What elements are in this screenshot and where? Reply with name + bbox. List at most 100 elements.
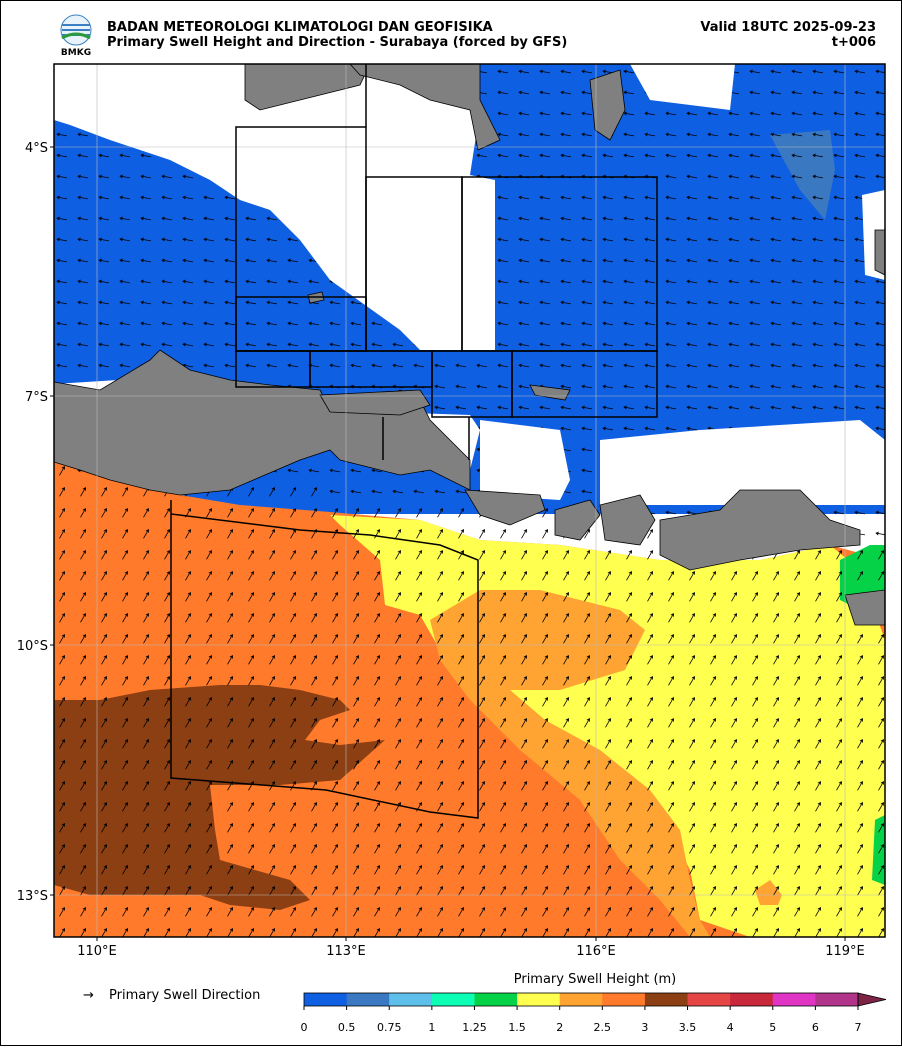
swell-arrow (329, 468, 340, 473)
swell-arrow (563, 759, 569, 770)
swell-arrow (668, 696, 674, 707)
swell-arrow (689, 801, 695, 812)
swell-arrow (269, 486, 275, 497)
swell-arrow (686, 300, 697, 305)
swell-arrow (749, 69, 760, 74)
swell-arrow (563, 612, 569, 623)
swell-arrow (833, 132, 844, 137)
swell-arrow (878, 654, 884, 665)
swell-arrow (185, 654, 191, 665)
swell-arrow (731, 780, 737, 791)
swell-arrow (791, 69, 802, 74)
swell-arrow (101, 906, 107, 917)
swell-arrow (395, 801, 401, 812)
swell-arrow (749, 279, 760, 284)
swell-arrow (101, 591, 107, 602)
swell-arrow (581, 405, 592, 410)
swell-arrow (140, 237, 151, 242)
colorbar-segment (304, 993, 348, 1006)
swell-arrow (644, 321, 655, 326)
swell-arrow (119, 174, 130, 179)
swell-arrow (206, 885, 212, 896)
swell-arrow (584, 864, 590, 875)
colorbar-segment (815, 993, 859, 1006)
swell-arrow (101, 843, 107, 854)
swell-arrow (686, 153, 697, 158)
swell-arrow (56, 300, 67, 305)
swell-arrow (98, 174, 109, 179)
swell-arrow (80, 570, 86, 581)
swell-arrow (689, 633, 695, 644)
swell-arrow (665, 258, 676, 263)
logo: BMKG (60, 14, 92, 58)
swell-arrow (290, 591, 296, 602)
swell-arrow (707, 111, 718, 116)
swell-arrow (353, 675, 359, 686)
swell-arrow (392, 363, 403, 368)
swell-arrow (122, 549, 128, 560)
swell-arrow (836, 570, 842, 581)
swell-arrow (56, 363, 67, 368)
swell-arrow (311, 717, 317, 728)
swell-arrow (290, 780, 296, 791)
swell-arrow (269, 696, 275, 707)
swell-arrow (290, 654, 296, 665)
swell-arrow (815, 864, 821, 875)
swell-arrow (710, 801, 716, 812)
colorbar-tick-label: 2 (556, 1021, 563, 1034)
swell-arrow (731, 612, 737, 623)
swell-arrow (185, 822, 191, 833)
swell-arrow (728, 237, 739, 242)
swell-arrow (878, 738, 884, 749)
swell-arrow (371, 363, 382, 368)
swell-arrow (605, 927, 611, 937)
swell-arrow (479, 591, 485, 602)
swell-arrow (689, 927, 695, 937)
swell-arrow (836, 717, 842, 728)
swell-arrow (164, 906, 170, 917)
swell-arrow (101, 654, 107, 665)
swell-arrow (815, 570, 821, 581)
swell-arrow (458, 675, 464, 686)
swell-arrow (416, 570, 422, 581)
colorbar-tick-label: 5 (769, 1021, 776, 1034)
swell-arrow (602, 258, 613, 263)
swell-arrow (791, 279, 802, 284)
swell-arrow (773, 927, 779, 937)
swell-arrow (689, 759, 695, 770)
swell-arrow (878, 696, 884, 707)
swell-arrow (521, 885, 527, 896)
swell-arrow (770, 132, 781, 137)
swell-arrow (518, 384, 529, 389)
swell-arrow (287, 258, 298, 263)
swell-arrow (539, 405, 550, 410)
swell-arrow (248, 486, 254, 497)
swell-arrow (794, 738, 800, 749)
swell-arrow (374, 591, 380, 602)
swell-arrow (119, 153, 130, 158)
swell-arrow (833, 363, 844, 368)
swell-arrow (203, 363, 214, 368)
swell-arrow (584, 780, 590, 791)
swell-arrow (143, 654, 149, 665)
swell-arrow (332, 885, 338, 896)
swell-arrow (752, 780, 758, 791)
swell-arrow (560, 300, 571, 305)
swell-arrow (833, 174, 844, 179)
swell-arrow (836, 612, 842, 623)
swell-arrow (164, 675, 170, 686)
swell-arrow (374, 696, 380, 707)
swell-arrow (542, 906, 548, 917)
swell-arrow (329, 363, 340, 368)
swell-arrow (458, 612, 464, 623)
swell-arrow (290, 927, 296, 937)
swell-arrow (290, 486, 296, 497)
land (54, 64, 885, 626)
colorbar-segment (687, 993, 731, 1006)
swell-arrow (143, 822, 149, 833)
swell-arrow (269, 633, 275, 644)
swell-arrow (668, 906, 674, 917)
swell-arrow (206, 906, 212, 917)
swell-arrow (59, 633, 65, 644)
swell-arrow (437, 717, 443, 728)
